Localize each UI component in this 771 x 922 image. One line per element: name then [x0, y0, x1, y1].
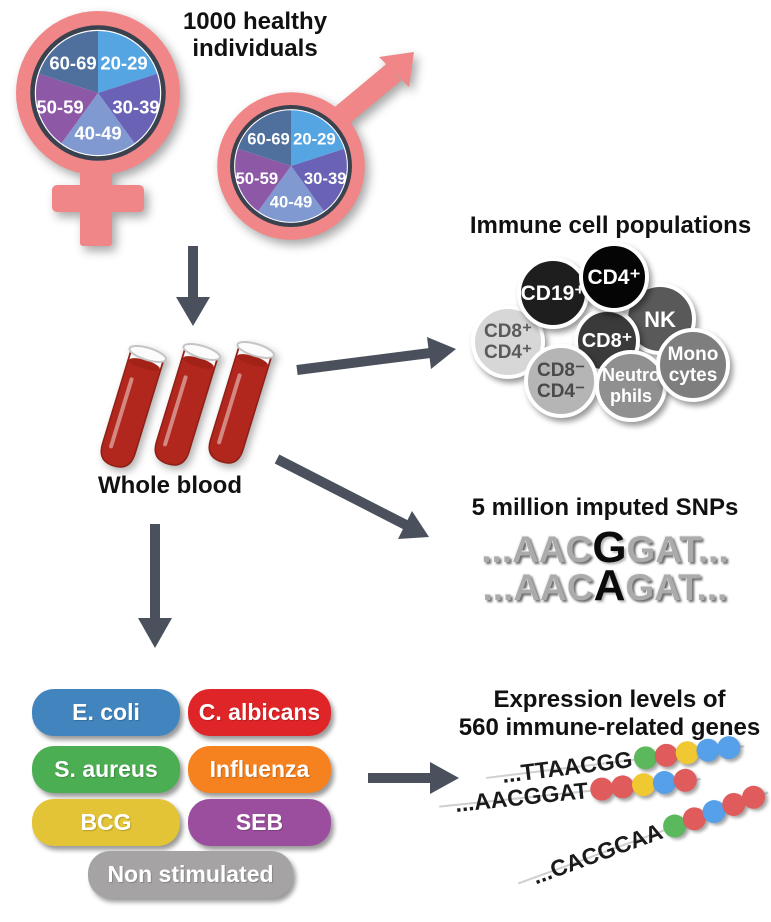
pie-slice-30-39	[98, 73, 161, 144]
cell-label: CD4⁺	[587, 265, 641, 289]
pie-label-20-29: 20-29	[100, 53, 147, 74]
arrowhead	[176, 297, 210, 326]
arrow-blood-to-cells	[296, 348, 431, 375]
cohort-title: 1000 healthy individuals	[150, 8, 360, 62]
male-symbol-arrow-shaft	[332, 63, 402, 126]
arrowhead	[427, 337, 456, 369]
stimulus-label: Non stimulated	[107, 861, 274, 887]
stimulus-influenza: Influenza	[188, 746, 331, 793]
female-symbol-ring	[16, 11, 180, 175]
pie-slice-50-59	[35, 73, 98, 144]
cell-label: Neutro	[602, 365, 660, 385]
cell-circle-cd8neg-cd4neg: CD8⁻ CD4⁻	[524, 344, 598, 418]
pie-slice-60-69	[39, 30, 98, 93]
cell-label: CD8⁻	[536, 360, 586, 381]
pie-label-30-39: 30-39	[112, 97, 159, 118]
stimulus-label: S. aureus	[54, 756, 158, 782]
pie-label-40-49: 40-49	[74, 123, 121, 144]
snp-seq-post: GAT...	[625, 567, 728, 608]
expression-title-line1: Expression levels of	[493, 686, 726, 713]
male-symbol-ring	[217, 92, 365, 240]
stimulus-label: SEB	[235, 809, 284, 835]
blood-tube	[154, 342, 221, 466]
cell-label: Mono	[667, 344, 719, 365]
male-symbol: 20-29 30-39 40-49 50-59 60-69	[217, 52, 414, 240]
cell-label: CD8⁺	[483, 321, 533, 342]
blood-tube	[100, 344, 167, 468]
pie-slice-30-39	[291, 148, 347, 212]
snps-title: 5 million imputed SNPs	[471, 494, 739, 521]
pie-slice-20-29	[291, 110, 345, 166]
cell-label: CD4⁻	[536, 381, 586, 402]
cell-label: NK	[644, 306, 676, 332]
age-pie: 20-29 30-39 40-49 50-59 60-69	[30, 25, 166, 161]
pie-slice-40-49	[258, 166, 324, 222]
male-symbol-arrowhead	[379, 52, 414, 87]
gene-sequence: ...AACGGAT	[453, 776, 590, 817]
cell-label: CD4⁺	[483, 342, 533, 363]
stimulus-bcg: BCG	[32, 799, 180, 846]
stimulus-label: C. albicans	[198, 699, 321, 725]
snp-sequence-alt: ...AACAGAT...	[430, 564, 771, 616]
pie-label-20-29: 20-29	[293, 130, 336, 149]
cohort-title-line2: individuals	[192, 35, 318, 62]
stimulus-ecoli: E. coli	[32, 689, 180, 736]
snp-seq-pre: ...AAC	[481, 529, 593, 570]
pie-slice-20-29	[98, 30, 157, 93]
stimulus-label: Influenza	[209, 756, 310, 782]
snp-seq-pre: ...AAC	[482, 567, 594, 608]
snp-variant-letter: G	[592, 523, 627, 572]
arrowhead	[138, 618, 172, 648]
cell-circle-neutrophils: Neutro phils	[595, 350, 667, 422]
pie-slice-40-49	[61, 93, 135, 156]
blood-tube	[208, 340, 275, 464]
pie-slice-50-59	[235, 148, 291, 212]
snp-sequence-ref: ...AACGGAT...	[430, 526, 771, 578]
snp-seq-post: GAT...	[626, 529, 729, 570]
stimulus-calbicans: C. albicans	[188, 689, 331, 736]
expression-dot-blue	[716, 734, 742, 760]
cell-label: phils	[609, 386, 652, 406]
cell-circle-cd19: CD19⁺	[517, 257, 589, 329]
immune-cells-title: Immune cell populations	[469, 212, 752, 239]
stimulus-label: BCG	[80, 809, 132, 835]
female-symbol: 20-29 30-39 40-49 50-59 60-69	[16, 11, 180, 246]
expression-dot-red	[672, 767, 698, 793]
pie-label-50-59: 50-59	[36, 97, 83, 118]
stimulus-non-stimulated: Non stimulated	[88, 851, 293, 898]
cell-circle-cd4: CD4⁺	[579, 242, 649, 312]
cell-label: cytes	[668, 365, 718, 386]
age-pie: 20-29 30-39 40-49 50-59 60-69	[230, 105, 352, 227]
pie-label-50-59: 50-59	[236, 169, 279, 188]
cell-label: CD8⁺	[581, 329, 633, 352]
cell-label: CD19⁺	[520, 281, 586, 305]
cell-circle-monocytes: Mono cytes	[656, 328, 730, 402]
whole-blood-label: Whole blood	[98, 472, 242, 499]
gene-sequence: ...CACGCAA	[528, 817, 666, 889]
pie-slice-60-69	[237, 110, 291, 166]
stimulus-saureus: S. aureus	[32, 746, 180, 793]
stimulus-seb: SEB	[188, 799, 331, 846]
arrowhead	[398, 511, 429, 539]
blood-tubes	[100, 340, 275, 468]
snp-variant-letter: A	[593, 561, 626, 610]
pie-label-60-69: 60-69	[49, 53, 96, 74]
female-symbol-crossbar	[52, 185, 144, 212]
cohort-title-line1: 1000 healthy	[182, 8, 328, 35]
pie-label-30-39: 30-39	[304, 169, 347, 188]
expression-dots	[588, 767, 698, 802]
stimulus-label: E. coli	[72, 699, 140, 725]
pie-label-40-49: 40-49	[270, 193, 313, 212]
pie-label-60-69: 60-69	[247, 130, 290, 149]
